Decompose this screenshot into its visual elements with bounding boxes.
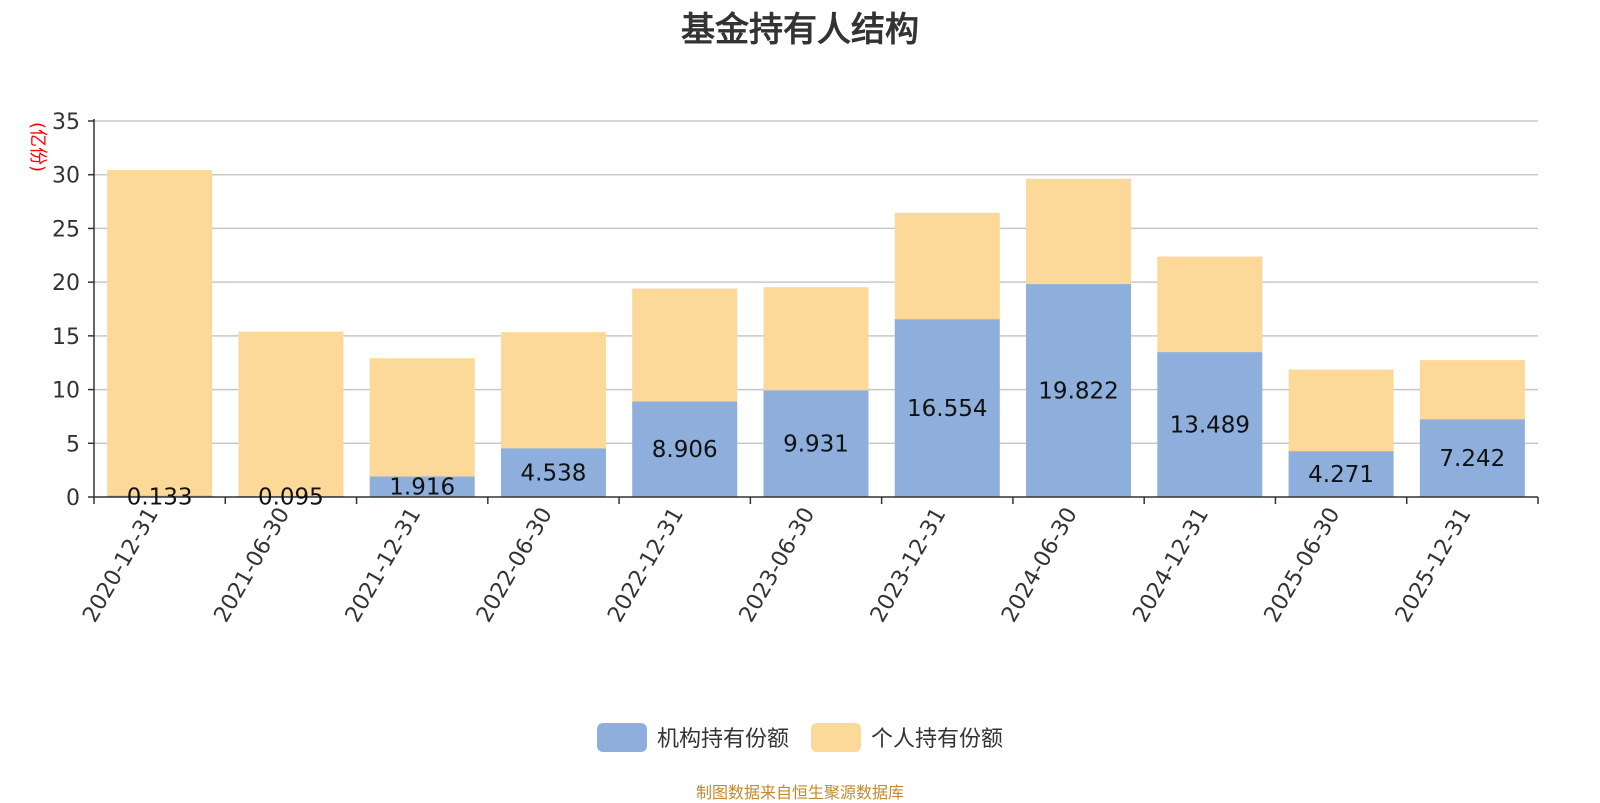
x-tick-label: 2023-06-30 <box>735 504 821 627</box>
x-tick-label: 2022-06-30 <box>472 504 558 627</box>
y-tick-label: 20 <box>52 271 80 296</box>
bar-institutional <box>500 448 606 497</box>
bar-individual <box>763 287 869 391</box>
bar-institutional <box>763 390 869 497</box>
bar-individual <box>500 332 606 449</box>
data-label-institutional: 0.095 <box>258 484 324 510</box>
bar-individual <box>632 288 738 402</box>
y-axis-label: (亿份) <box>27 122 48 172</box>
bar-institutional <box>894 319 1000 497</box>
legend: 机构持有份额 个人持有份额 <box>0 721 1600 753</box>
x-tick-label: 2022-12-31 <box>603 504 689 627</box>
data-label-institutional: 13.489 <box>1170 413 1250 439</box>
data-label-institutional: 1.916 <box>389 475 455 501</box>
y-tick-label: 5 <box>66 432 80 457</box>
bar-individual <box>107 170 213 496</box>
legend-item-institutional[interactable]: 机构持有份额 <box>596 721 789 753</box>
data-label-institutional: 19.822 <box>1038 379 1118 405</box>
y-tick-label: 0 <box>66 486 80 511</box>
bar-individual <box>1026 178 1132 285</box>
y-tick-label: 15 <box>52 325 80 350</box>
bars <box>107 170 1525 497</box>
data-label-institutional: 0.133 <box>127 484 193 510</box>
x-tick-label: 2025-12-31 <box>1391 504 1477 627</box>
data-label-institutional: 8.906 <box>652 437 718 463</box>
y-tick-label: 35 <box>52 110 80 135</box>
data-label-institutional: 16.554 <box>907 396 987 422</box>
bar-institutional <box>1157 352 1263 497</box>
bar-individual <box>1419 360 1525 420</box>
data-label-institutional: 7.242 <box>1439 446 1505 472</box>
data-labels: 0.133 0.095 1.916 4.538 8.906 9.931 16.554 19.8… <box>127 379 1506 511</box>
chart-title: 基金持有人结构 <box>681 10 919 50</box>
x-tick-label: 2020-12-31 <box>78 504 164 627</box>
legend-label-individual: 个人持有份额 <box>871 727 1004 752</box>
y-tick-label: 25 <box>52 217 80 242</box>
y-tick-label: 30 <box>52 164 80 189</box>
legend-swatch-institutional <box>596 722 647 752</box>
legend-swatch-individual <box>811 722 861 752</box>
legend-item-individual[interactable]: 个人持有份额 <box>811 721 1003 753</box>
bar-institutional <box>632 401 738 497</box>
bar-institutional <box>1288 451 1394 497</box>
bar-individual <box>1288 369 1394 452</box>
bar-individual <box>369 358 475 477</box>
bar-individual <box>238 331 344 496</box>
bar-institutional <box>1026 284 1132 497</box>
x-tick-label: 2021-06-30 <box>210 504 296 627</box>
x-tick-label: 2021-12-31 <box>341 504 427 627</box>
legend-label-institutional: 机构持有份额 <box>656 727 789 752</box>
x-tick-label: 2025-06-30 <box>1260 504 1346 627</box>
x-tick-label: 2024-06-30 <box>997 504 1083 627</box>
y-tick-label: 10 <box>52 379 80 404</box>
bar-institutional <box>369 476 475 497</box>
bar-individual <box>894 212 1000 320</box>
source-note: 制图数据来自恒生聚源数据库 <box>695 783 904 802</box>
data-label-institutional: 4.271 <box>1308 462 1374 488</box>
bar-individual <box>1157 256 1263 353</box>
data-label-institutional: 9.931 <box>783 432 849 458</box>
x-tick-label: 2024-12-31 <box>1128 504 1214 627</box>
bar-institutional <box>1419 419 1525 497</box>
data-label-institutional: 4.538 <box>521 461 587 487</box>
x-tick-label: 2023-12-31 <box>866 504 952 627</box>
